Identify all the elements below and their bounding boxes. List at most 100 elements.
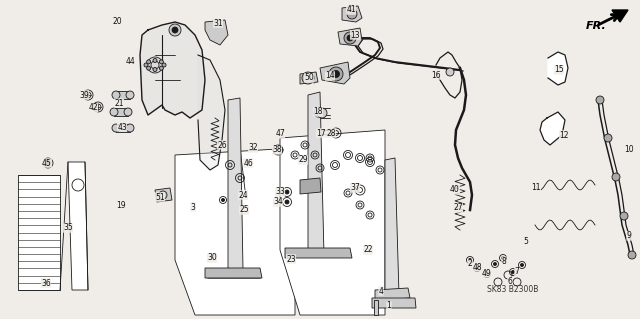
Polygon shape: [198, 55, 225, 170]
Text: 29: 29: [298, 155, 308, 165]
Text: 10: 10: [624, 145, 634, 154]
Text: 33: 33: [275, 188, 285, 197]
Text: 28: 28: [326, 129, 336, 137]
Text: 16: 16: [431, 70, 441, 79]
Circle shape: [620, 212, 628, 220]
Polygon shape: [300, 178, 321, 194]
Circle shape: [159, 66, 163, 70]
Circle shape: [520, 263, 524, 266]
Text: 44: 44: [126, 57, 136, 66]
Text: 19: 19: [116, 201, 126, 210]
Circle shape: [612, 173, 620, 181]
Polygon shape: [140, 22, 205, 118]
Circle shape: [169, 24, 181, 36]
Polygon shape: [320, 62, 350, 84]
Circle shape: [347, 35, 353, 41]
Circle shape: [486, 272, 488, 276]
Polygon shape: [205, 20, 228, 45]
Circle shape: [162, 63, 166, 67]
Text: 50: 50: [304, 73, 314, 83]
Circle shape: [147, 60, 150, 64]
Circle shape: [604, 134, 612, 142]
Text: 35: 35: [63, 224, 73, 233]
Text: 7: 7: [515, 268, 520, 277]
Polygon shape: [374, 300, 378, 315]
Text: 8: 8: [502, 256, 506, 265]
Circle shape: [159, 60, 163, 64]
Circle shape: [329, 67, 343, 81]
Polygon shape: [548, 52, 568, 85]
Text: 47: 47: [275, 130, 285, 138]
Circle shape: [493, 263, 497, 265]
Text: 31: 31: [213, 19, 223, 27]
Polygon shape: [116, 91, 130, 99]
Text: 48: 48: [472, 263, 482, 271]
Circle shape: [112, 91, 120, 99]
Circle shape: [333, 70, 339, 78]
Circle shape: [446, 68, 454, 76]
Polygon shape: [68, 162, 88, 290]
Polygon shape: [116, 124, 130, 132]
Circle shape: [126, 124, 134, 132]
Circle shape: [285, 200, 289, 204]
Text: 49: 49: [482, 269, 492, 278]
Circle shape: [153, 58, 157, 63]
Text: 18: 18: [313, 108, 323, 116]
Text: 34: 34: [273, 197, 283, 206]
Polygon shape: [342, 6, 362, 22]
Text: 51: 51: [155, 192, 165, 202]
Polygon shape: [18, 175, 60, 290]
Polygon shape: [114, 108, 128, 116]
Polygon shape: [175, 148, 295, 315]
Circle shape: [172, 27, 178, 33]
Text: 14: 14: [325, 71, 335, 80]
Polygon shape: [540, 112, 565, 145]
Polygon shape: [375, 288, 410, 300]
Text: 5: 5: [524, 238, 529, 247]
Text: 3: 3: [191, 203, 195, 211]
Text: 23: 23: [286, 255, 296, 263]
Text: 37: 37: [350, 183, 360, 192]
Circle shape: [511, 271, 515, 273]
Text: 36: 36: [41, 278, 51, 287]
Circle shape: [344, 32, 356, 44]
Polygon shape: [285, 248, 352, 258]
Circle shape: [43, 158, 53, 168]
Circle shape: [126, 91, 134, 99]
Circle shape: [468, 258, 472, 262]
Text: SK83 B2300B: SK83 B2300B: [487, 286, 538, 294]
Text: 26: 26: [217, 140, 227, 150]
Polygon shape: [155, 188, 172, 202]
Text: 9: 9: [627, 232, 632, 241]
Circle shape: [317, 108, 327, 118]
Circle shape: [285, 190, 289, 194]
Text: 1: 1: [387, 301, 392, 310]
Text: 46: 46: [243, 159, 253, 167]
Circle shape: [628, 251, 636, 259]
Text: 45: 45: [42, 159, 52, 167]
Text: 24: 24: [238, 190, 248, 199]
Circle shape: [147, 66, 150, 70]
Polygon shape: [338, 28, 362, 46]
Text: 42: 42: [88, 103, 98, 113]
Circle shape: [124, 108, 132, 116]
Circle shape: [302, 72, 314, 84]
Circle shape: [110, 108, 118, 116]
Text: 21: 21: [115, 99, 124, 108]
Text: 27: 27: [453, 204, 463, 212]
Text: 41: 41: [346, 5, 356, 14]
Polygon shape: [280, 130, 385, 315]
Text: 11: 11: [531, 182, 541, 191]
Text: 43: 43: [117, 122, 127, 131]
Text: 38: 38: [272, 145, 282, 154]
Text: FR.: FR.: [586, 21, 607, 31]
Text: 6: 6: [508, 277, 513, 286]
Polygon shape: [385, 158, 399, 298]
Polygon shape: [308, 92, 324, 257]
Polygon shape: [612, 10, 628, 22]
Circle shape: [45, 160, 51, 166]
Circle shape: [144, 63, 148, 67]
Circle shape: [347, 9, 357, 19]
Circle shape: [502, 256, 504, 259]
Text: 12: 12: [559, 130, 569, 139]
